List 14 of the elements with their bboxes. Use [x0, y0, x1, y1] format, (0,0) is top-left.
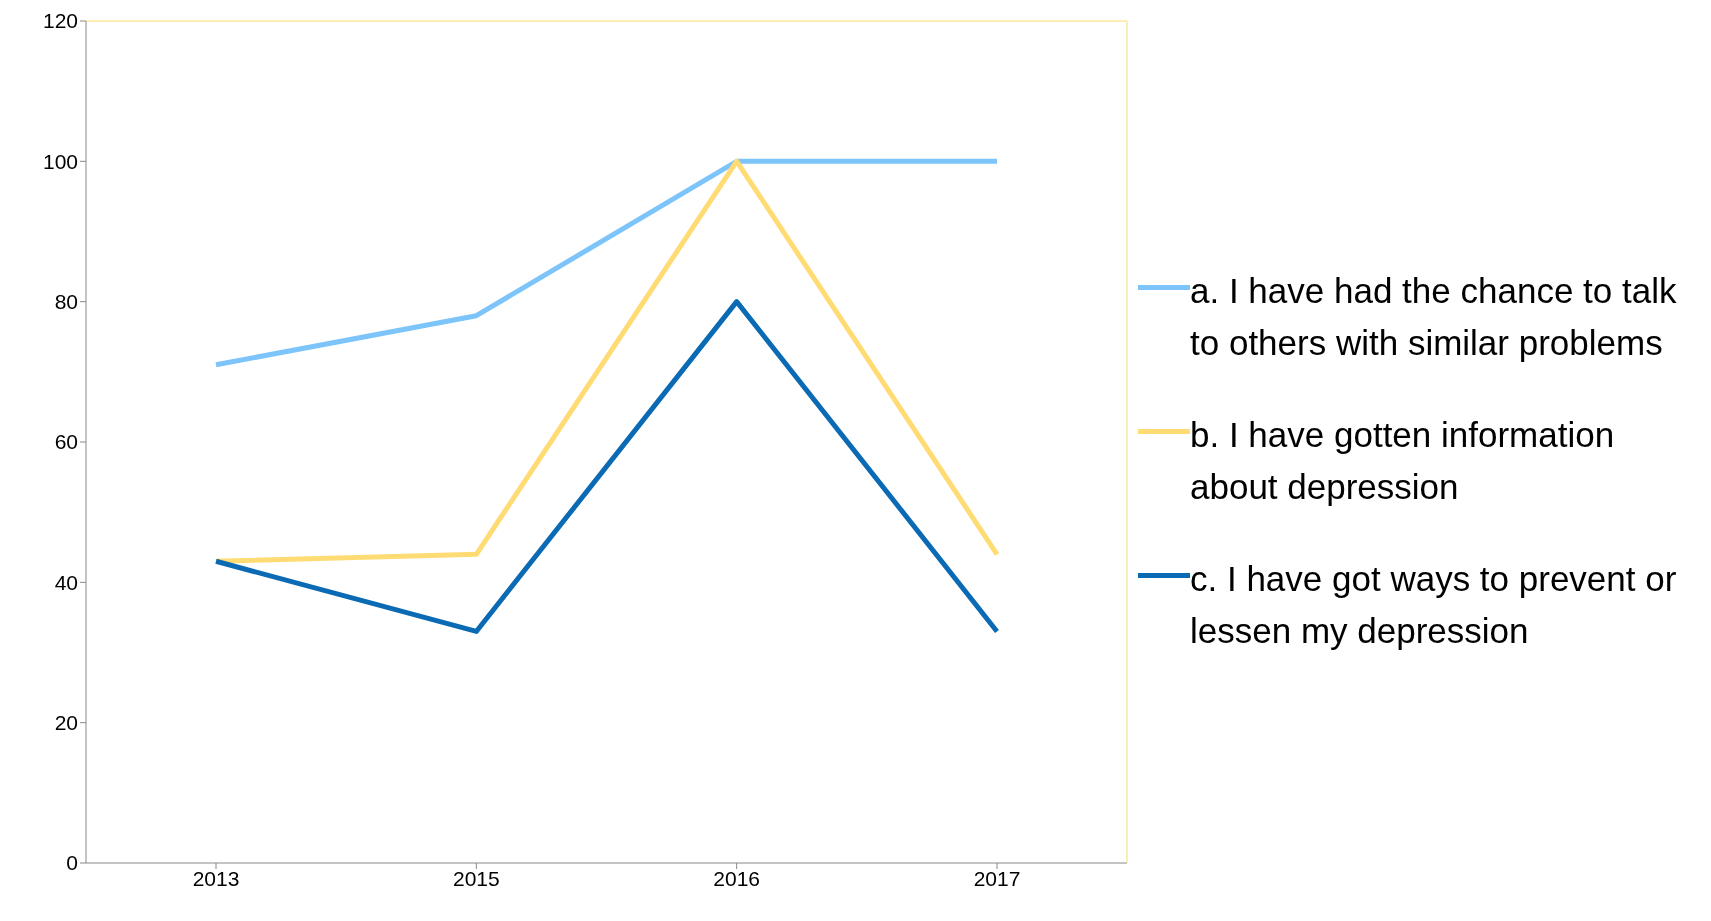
legend-label: b. I have gotten information about depression [1190, 413, 1616, 508]
y-tick-label: 60 [54, 430, 78, 454]
x-tick-label: 2017 [973, 866, 1021, 890]
y-tick-label: 40 [54, 570, 78, 594]
y-tick-label: 0 [66, 851, 78, 875]
y-tick-label: 20 [54, 711, 78, 735]
y-tick-label: 100 [42, 149, 78, 173]
y-tick-label: 80 [54, 290, 78, 314]
x-tick-label: 2013 [192, 866, 240, 890]
x-tick-label: 2016 [713, 866, 761, 890]
legend-label: c. I have got ways to prevent or lessen my depression [1190, 557, 1678, 652]
x-tick-label: 2015 [452, 866, 500, 890]
y-tick-label: 120 [42, 9, 78, 33]
legend-label: a. I have had the chance to talk to others with similar problems [1190, 269, 1678, 364]
